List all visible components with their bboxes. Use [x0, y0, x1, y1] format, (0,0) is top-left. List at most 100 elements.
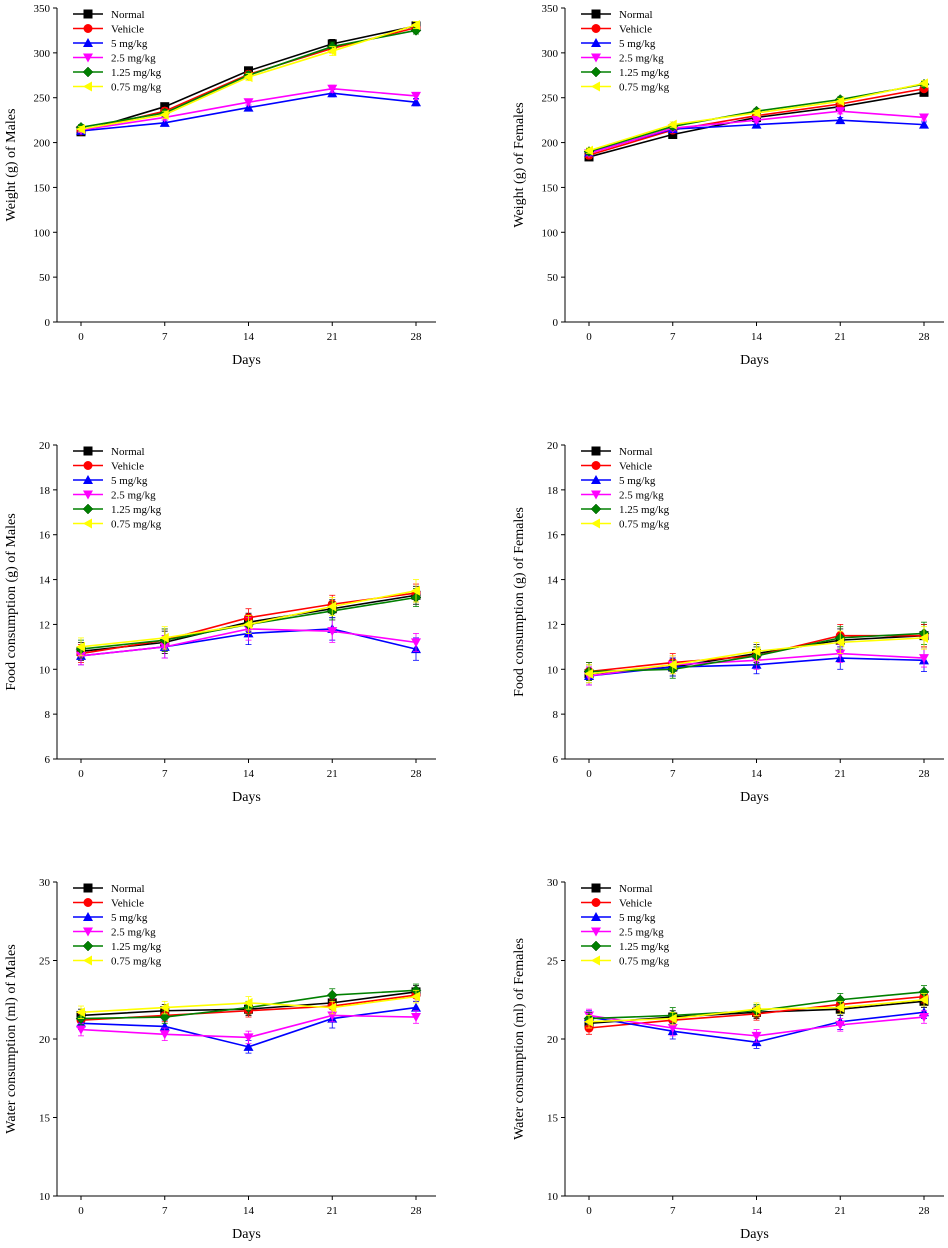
data-point	[584, 145, 593, 156]
data-point	[243, 997, 253, 1008]
legend-entry-5-mg-kg: 5 mg/kg	[619, 475, 656, 487]
legend-marker	[83, 446, 93, 456]
chart-panel-males-water: 10 15 20 25 30 0 7 14 21 28 Days Water consumption …	[4, 877, 436, 1242]
legend-marker	[591, 475, 601, 484]
y-tick-label: 10	[39, 1191, 51, 1203]
legend-marker	[83, 955, 92, 966]
data-point	[327, 627, 338, 637]
legend-marker	[83, 81, 92, 92]
data-point	[835, 1002, 845, 1013]
legend-entry-normal: Normal	[111, 883, 145, 895]
data-point	[159, 109, 169, 120]
y-tick-label: 20	[39, 440, 51, 452]
y-tick-label: 30	[39, 877, 51, 889]
legend-entry-0-75-mg-kg: 0.75 mg/kg	[111, 956, 162, 968]
legend-entry-0-75-mg-kg: 0.75 mg/kg	[111, 519, 162, 531]
legend-entry-5-mg-kg: 5 mg/kg	[111, 475, 148, 487]
legend-marker	[83, 912, 93, 921]
legend-entry-1-25-mg-kg: 1.25 mg/kg	[619, 67, 670, 79]
x-tick-label: 7	[162, 331, 168, 343]
data-point	[919, 113, 929, 123]
x-tick-label: 28	[411, 1205, 423, 1217]
data-point	[919, 1013, 929, 1023]
y-tick-label: 10	[39, 664, 51, 676]
chart-panel-females-weight: 0 50 100 150 200 250 300 350 0 7 14 21 28 Days Weight …	[512, 3, 944, 368]
data-point	[919, 119, 929, 129]
y-tick-label: 100	[542, 227, 559, 239]
y-tick-label: 12	[547, 619, 558, 631]
y-tick-label: 10	[547, 664, 559, 676]
legend-entry-5-mg-kg: 5 mg/kg	[619, 912, 656, 924]
legend-entry-5-mg-kg: 5 mg/kg	[619, 38, 656, 50]
legend-marker	[82, 940, 94, 952]
data-point	[751, 646, 761, 657]
data-point	[835, 107, 846, 117]
data-point	[76, 1007, 85, 1018]
series-2-5-mg-kg	[76, 1008, 421, 1045]
x-axis-title: Days	[232, 790, 261, 805]
chart-panel-females-water: 10 15 20 25 30 0 7 14 21 28 Days Water consumption …	[512, 877, 944, 1242]
legend-marker	[82, 66, 94, 78]
legend-marker	[83, 461, 93, 470]
y-tick-label: 150	[542, 182, 559, 194]
data-point	[76, 641, 85, 652]
legend-entry-2-5-mg-kg: 2.5 mg/kg	[111, 490, 156, 502]
x-tick-label: 21	[327, 768, 338, 780]
legend-marker	[591, 518, 600, 529]
y-axis-title: Food consumption (g) of Females	[512, 507, 527, 697]
legend-entry-vehicle: Vehicle	[619, 24, 652, 36]
legend-marker	[83, 24, 93, 33]
y-tick-label: 6	[45, 754, 51, 766]
x-tick-label: 21	[835, 768, 846, 780]
legend-entry-2-5-mg-kg: 2.5 mg/kg	[111, 927, 156, 939]
legend-entry-vehicle: Vehicle	[619, 898, 652, 910]
x-tick-label: 14	[751, 1205, 763, 1217]
legend-entry-normal: Normal	[111, 9, 145, 21]
y-axis-title: Water consumption (ml) of Males	[4, 944, 19, 1133]
x-tick-label: 14	[243, 768, 255, 780]
y-tick-label: 15	[39, 1113, 51, 1125]
legend-marker	[83, 927, 93, 937]
x-tick-label: 28	[919, 1205, 931, 1217]
y-tick-label: 0	[553, 317, 559, 329]
data-point	[411, 91, 421, 101]
legend-entry-normal: Normal	[619, 9, 653, 21]
legend-marker	[591, 81, 600, 92]
data-point	[584, 1016, 593, 1027]
data-point	[411, 1013, 421, 1023]
x-tick-label: 0	[586, 768, 592, 780]
y-tick-label: 350	[34, 3, 51, 15]
data-point	[159, 1002, 169, 1013]
x-tick-label: 0	[78, 331, 84, 343]
data-point	[919, 654, 929, 664]
data-point	[159, 1011, 171, 1023]
legend-entry-2-5-mg-kg: 2.5 mg/kg	[619, 490, 664, 502]
legend-marker	[591, 9, 601, 19]
data-point	[667, 119, 677, 130]
data-point	[751, 1031, 762, 1041]
legend-marker	[83, 898, 93, 907]
data-point	[584, 668, 593, 679]
x-tick-label: 21	[327, 1205, 338, 1217]
y-tick-label: 20	[39, 1034, 51, 1046]
y-tick-label: 0	[45, 317, 51, 329]
chart-panel-males-food: 6 8 10 12 14 16 18 20 0 7 14 21 28 Days Food consumpti…	[4, 440, 436, 805]
x-axis-title: Days	[740, 353, 769, 368]
x-tick-label: 0	[586, 1205, 592, 1217]
y-tick-label: 100	[34, 227, 51, 239]
legend-entry-2-5-mg-kg: 2.5 mg/kg	[111, 53, 156, 65]
data-point	[411, 585, 420, 596]
data-point	[835, 115, 846, 125]
legend-marker	[591, 24, 601, 33]
legend-entry-1-25-mg-kg: 1.25 mg/kg	[619, 504, 670, 516]
y-tick-label: 10	[547, 1191, 559, 1203]
legend-entry-normal: Normal	[619, 883, 653, 895]
legend: Normal Vehicle 5 mg/kg 2.5 mg/kg 1.25 mg/kg 0…	[581, 883, 670, 968]
y-tick-label: 14	[39, 575, 51, 587]
data-point	[243, 98, 254, 108]
data-point	[751, 1004, 761, 1015]
legend-marker	[591, 38, 601, 47]
x-tick-label: 0	[78, 768, 84, 780]
legend-entry-0-75-mg-kg: 0.75 mg/kg	[619, 82, 670, 94]
